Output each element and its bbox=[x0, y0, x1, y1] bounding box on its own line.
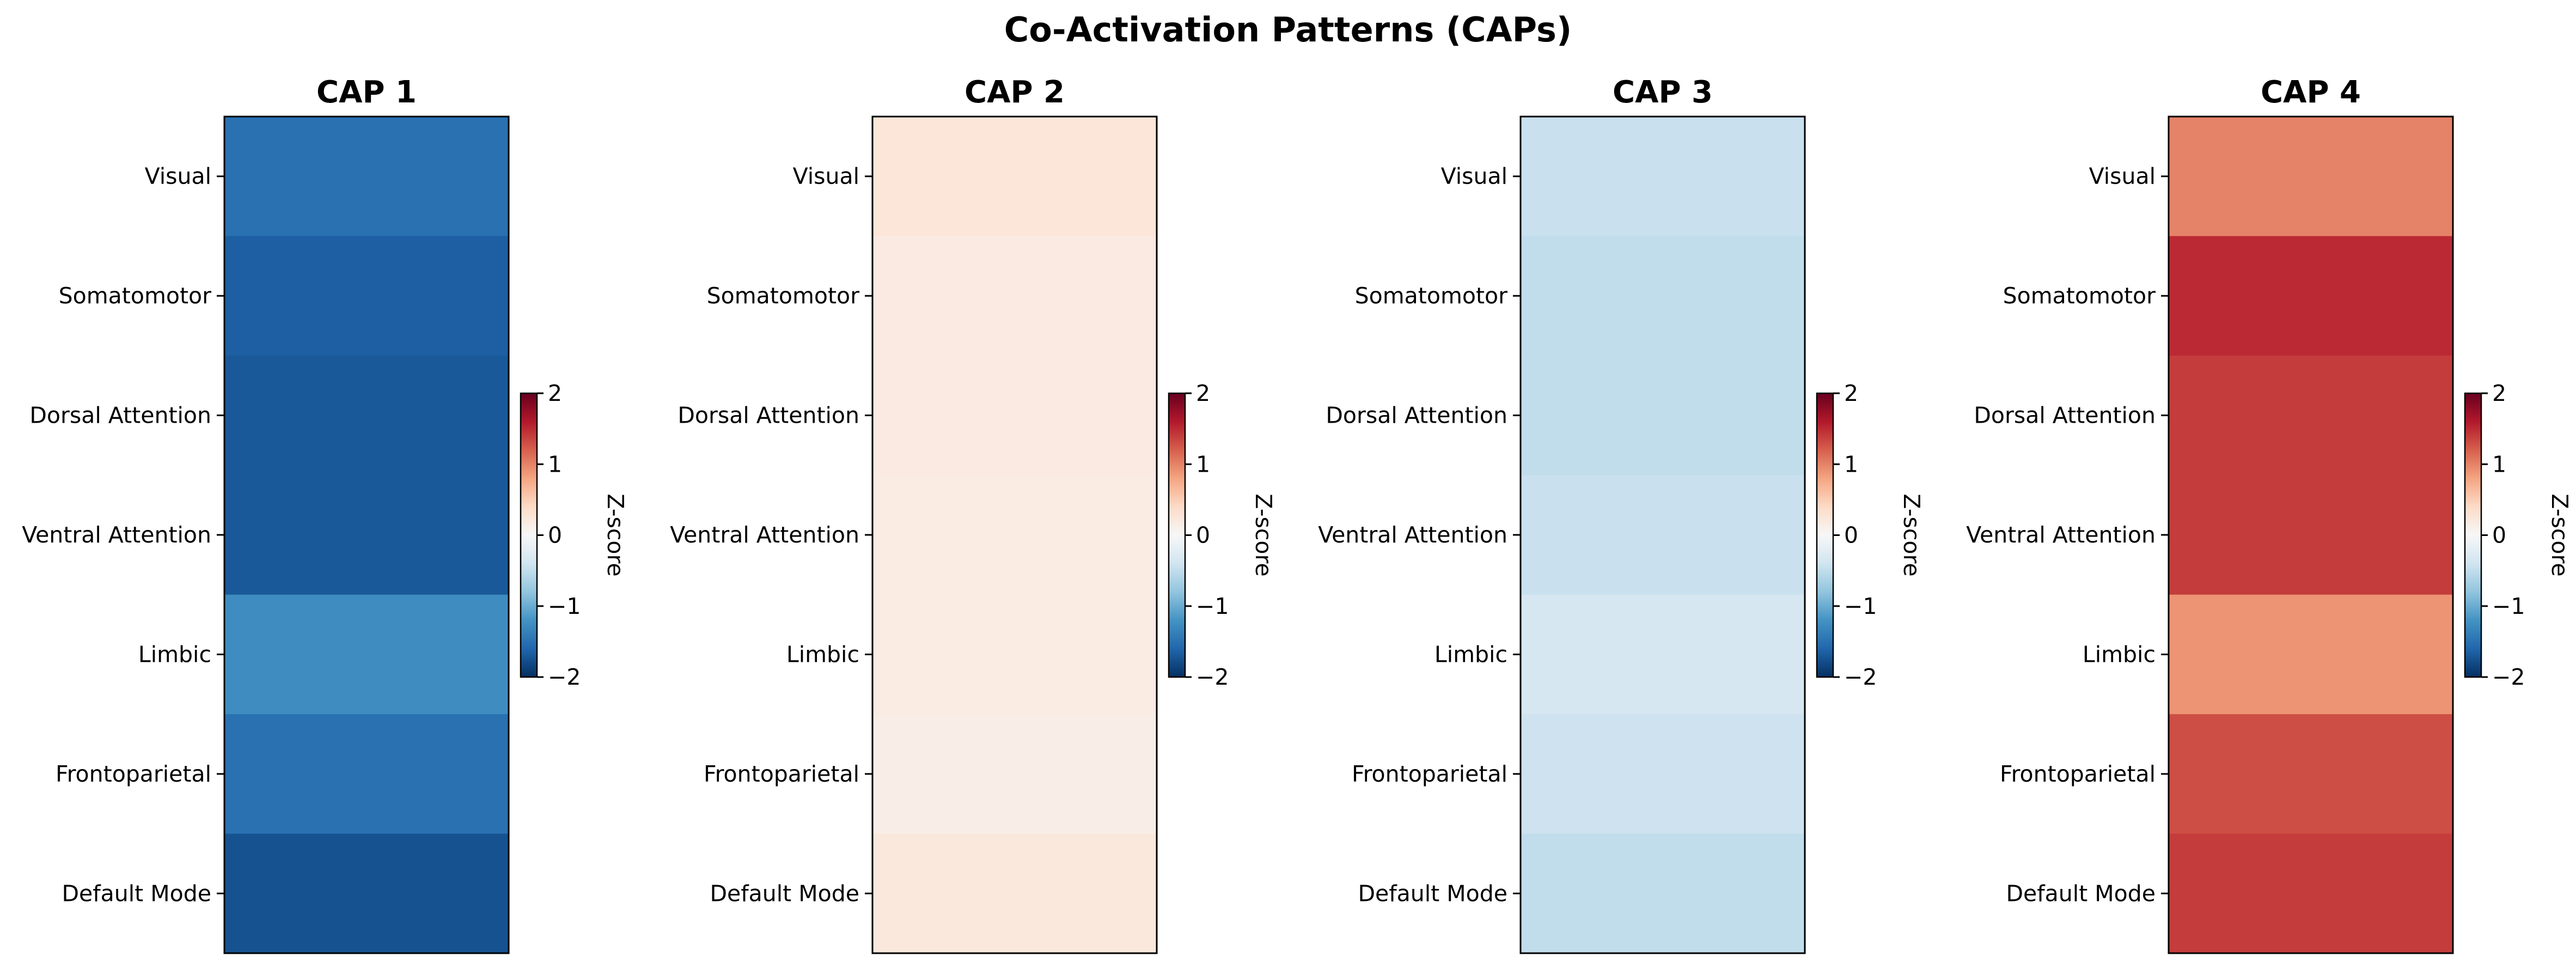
colorbar-tick-label: −1 bbox=[1196, 593, 1229, 619]
colorbar-tick-label: −1 bbox=[2492, 593, 2525, 619]
colorbar-tick-label: −2 bbox=[548, 664, 581, 690]
heatmap-cell bbox=[224, 714, 509, 834]
colorbar-label: Z-score bbox=[2547, 493, 2573, 576]
y-tick-label: Visual bbox=[793, 163, 859, 190]
heatmap-cell bbox=[1521, 355, 1805, 476]
heatmap-cell bbox=[224, 833, 509, 954]
y-tick-label: Frontoparietal bbox=[704, 761, 859, 787]
heatmap-cell bbox=[872, 355, 1157, 476]
heatmap-cell bbox=[872, 594, 1157, 715]
colorbar-tick-label: −2 bbox=[1196, 664, 1229, 690]
y-tick-label: Somatomotor bbox=[59, 283, 212, 309]
heatmap-cell bbox=[224, 355, 509, 476]
heatmap-cell bbox=[1521, 833, 1805, 954]
cap-panel-4: CAP 4 Visual Somatomotor Dorsal Attention Ve… bbox=[1966, 75, 2573, 954]
y-tick-label: Default Mode bbox=[710, 880, 859, 906]
y-tick-label: Default Mode bbox=[2006, 880, 2156, 906]
heatmap-cell bbox=[224, 475, 509, 595]
colorbar-tick-label: −2 bbox=[2492, 664, 2525, 690]
y-tick-label: Frontoparietal bbox=[2000, 761, 2156, 787]
heatmap-cell bbox=[2169, 475, 2453, 595]
cap-panel-3: CAP 3 Visual Somatomotor Dorsal Attention Ve… bbox=[1318, 75, 1925, 954]
y-tick-label: Visual bbox=[145, 163, 211, 190]
y-tick-label: Somatomotor bbox=[1355, 283, 1508, 309]
panel-title: CAP 3 bbox=[1613, 75, 1713, 110]
heatmap-cell bbox=[2169, 833, 2453, 954]
heatmap-cell bbox=[1521, 236, 1805, 356]
panel-title: CAP 4 bbox=[2261, 75, 2361, 110]
colorbar-label: Z-score bbox=[602, 493, 628, 576]
heatmap-cell bbox=[872, 833, 1157, 954]
y-tick-label: Dorsal Attention bbox=[29, 403, 211, 429]
cap-panel-1: CAP 1 Visual Somatomotor Dorsal Attention Ve… bbox=[22, 75, 628, 954]
heatmap-cell bbox=[872, 475, 1157, 595]
colorbar-tick-label: 2 bbox=[1844, 380, 1858, 406]
heatmap-cell bbox=[2169, 236, 2453, 356]
figure-title: Co-Activation Patterns (CAPs) bbox=[1004, 10, 1572, 50]
heatmap-cell bbox=[224, 117, 509, 236]
y-tick-label: Default Mode bbox=[62, 880, 211, 906]
colorbar-tick-label: 1 bbox=[548, 451, 562, 477]
colorbar-tick-label: −1 bbox=[1844, 593, 1877, 619]
panels: CAP 1 Visual Somatomotor Dorsal Attention Ve… bbox=[22, 75, 2573, 954]
colorbar-tick-label: 2 bbox=[548, 380, 562, 406]
y-tick-label: Ventral Attention bbox=[22, 522, 211, 548]
y-tick-label: Ventral Attention bbox=[1318, 522, 1507, 548]
colorbar-label: Z-score bbox=[1250, 493, 1277, 576]
heatmap-cell bbox=[1521, 475, 1805, 595]
heatmap-cell bbox=[224, 236, 509, 356]
colorbar-tick-label: 0 bbox=[548, 522, 562, 549]
panel-title: CAP 2 bbox=[965, 75, 1065, 110]
y-tick-label: Limbic bbox=[786, 641, 859, 667]
heatmap-cell bbox=[224, 594, 509, 715]
heatmap-cell bbox=[872, 117, 1157, 236]
cap-panel-2: CAP 2 Visual Somatomotor Dorsal Attention Ve… bbox=[670, 75, 1277, 954]
colorbar-gradient bbox=[1817, 393, 1833, 677]
y-tick-label: Dorsal Attention bbox=[677, 403, 859, 429]
y-tick-label: Default Mode bbox=[1358, 880, 1507, 906]
heatmap-cell bbox=[872, 236, 1157, 356]
colorbar-gradient bbox=[521, 393, 537, 677]
heatmap-cell bbox=[2169, 594, 2453, 715]
y-tick-label: Ventral Attention bbox=[1966, 522, 2156, 548]
colorbar-tick-label: 2 bbox=[2492, 380, 2506, 406]
y-tick-label: Dorsal Attention bbox=[1974, 403, 2156, 429]
colorbar-tick-label: 0 bbox=[1196, 522, 1210, 549]
heatmap-cell bbox=[2169, 714, 2453, 834]
colorbar-gradient bbox=[1169, 393, 1185, 677]
y-tick-label: Ventral Attention bbox=[670, 522, 859, 548]
y-tick-label: Limbic bbox=[138, 641, 211, 667]
colorbar-tick-label: 0 bbox=[2492, 522, 2506, 549]
colorbar-tick-label: 1 bbox=[1844, 451, 1858, 477]
y-tick-label: Somatomotor bbox=[2003, 283, 2156, 309]
heatmap-cell bbox=[1521, 714, 1805, 834]
y-tick-label: Visual bbox=[2089, 163, 2156, 190]
y-tick-label: Visual bbox=[1441, 163, 1507, 190]
panel-title: CAP 1 bbox=[316, 75, 417, 110]
heatmap-cell bbox=[2169, 117, 2453, 236]
y-tick-label: Somatomotor bbox=[707, 283, 860, 309]
heatmap-cell bbox=[1521, 117, 1805, 236]
y-tick-label: Frontoparietal bbox=[56, 761, 211, 787]
colorbar-label: Z-score bbox=[1899, 493, 1925, 576]
heatmap-cell bbox=[872, 714, 1157, 834]
colorbar-tick-label: 1 bbox=[1196, 451, 1210, 477]
y-tick-label: Limbic bbox=[1434, 641, 1507, 667]
heatmap-cell bbox=[2169, 355, 2453, 476]
heatmap-cell bbox=[1521, 594, 1805, 715]
y-tick-label: Dorsal Attention bbox=[1326, 403, 1507, 429]
colorbar-tick-label: 0 bbox=[1844, 522, 1858, 549]
y-tick-label: Limbic bbox=[2083, 641, 2156, 667]
colorbar-tick-label: −1 bbox=[548, 593, 581, 619]
colorbar-tick-label: −2 bbox=[1844, 664, 1877, 690]
colorbar-tick-label: 2 bbox=[1196, 380, 1210, 406]
colorbar-tick-label: 1 bbox=[2492, 451, 2506, 477]
colorbar-gradient bbox=[2465, 393, 2481, 677]
y-tick-label: Frontoparietal bbox=[1352, 761, 1507, 787]
